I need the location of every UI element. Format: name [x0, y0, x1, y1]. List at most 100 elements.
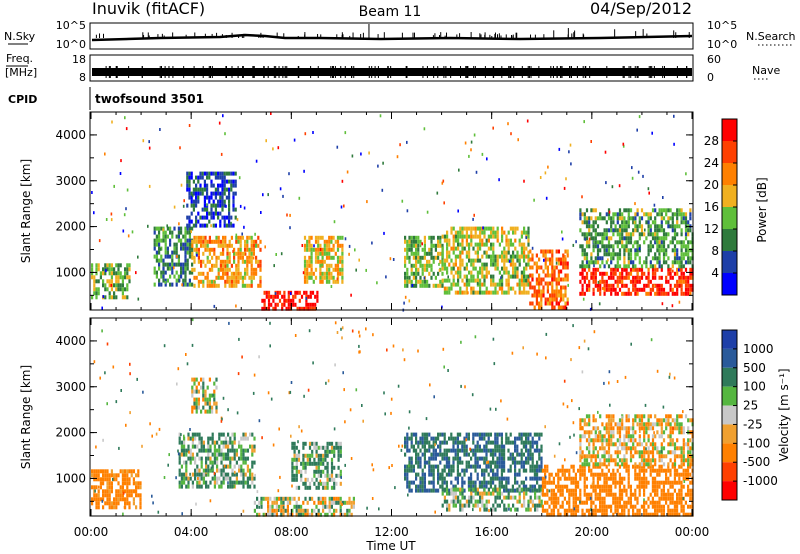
data-cell: [470, 274, 473, 279]
data-cell: [623, 236, 626, 241]
data-cell: [621, 291, 624, 296]
data-cell: [649, 492, 652, 497]
data-cell: [337, 496, 340, 501]
data-cell: [481, 254, 484, 259]
data-cell: [297, 485, 301, 490]
data-cell: [676, 283, 679, 288]
data-cell: [669, 271, 672, 276]
data-cell: [634, 504, 637, 509]
data-cell: [336, 259, 340, 264]
data-cell: [214, 195, 217, 200]
data-cell: [332, 235, 335, 240]
data-cell: [162, 228, 164, 232]
data-cell: [271, 500, 274, 505]
data-cell: [667, 267, 670, 272]
data-cell: [412, 271, 415, 276]
data-cell: [190, 199, 193, 204]
data-cell: [233, 251, 236, 256]
data-cell: [684, 220, 688, 225]
data-cell: [406, 276, 408, 280]
data-cell: [487, 234, 490, 239]
data-cell: [457, 282, 460, 287]
data-cell: [233, 480, 236, 485]
data-cell: [293, 445, 296, 450]
data-cell: [568, 150, 570, 154]
data-cell: [623, 220, 626, 225]
data-cell: [658, 283, 661, 288]
data-cell: [108, 283, 111, 288]
data-cell: [186, 203, 189, 208]
data-cell: [339, 469, 342, 474]
data-cell: [610, 287, 613, 292]
data-cell: [538, 289, 541, 294]
data-cell: [291, 457, 294, 462]
data-cell: [572, 492, 575, 497]
data-cell: [324, 449, 327, 454]
data-cell: [441, 456, 444, 461]
data-cell: [368, 151, 370, 155]
data-cell: [470, 140, 473, 144]
data-cell: [621, 240, 624, 245]
data-cell: [408, 480, 411, 485]
data-cell: [505, 495, 508, 500]
data-cell: [314, 302, 317, 307]
data-cell: [452, 262, 455, 267]
data-cell: [531, 452, 534, 457]
data-cell: [649, 212, 652, 217]
data-cell: [470, 456, 473, 461]
data-cell: [487, 464, 490, 469]
data-cell: [190, 175, 193, 180]
data-cell: [467, 291, 469, 295]
data-cell: [106, 279, 109, 284]
data-cell: [437, 436, 440, 441]
data-cell: [636, 224, 639, 229]
data-cell: [193, 239, 196, 244]
data-cell: [102, 473, 105, 478]
data-cell: [557, 249, 560, 254]
data-cell: [443, 440, 446, 445]
data-cell: [225, 204, 227, 208]
data-cell: [110, 283, 113, 287]
data-cell: [594, 240, 597, 245]
data-cell: [341, 267, 344, 272]
data-cell: [465, 254, 468, 259]
data-cell: [275, 253, 277, 256]
data-cell: [621, 228, 624, 233]
data-cell: [647, 248, 650, 253]
data-cell: [656, 283, 659, 288]
data-cell: [241, 259, 244, 264]
data-cell: [607, 258, 609, 262]
data-cell: [574, 484, 577, 489]
data-cell: [621, 216, 624, 221]
data-cell: [603, 291, 606, 296]
data-cell: [459, 254, 462, 259]
data-cell: [470, 242, 473, 247]
data-cell: [485, 464, 488, 469]
data-cell: [305, 306, 308, 311]
data-cell: [206, 259, 209, 264]
data-cell: [113, 267, 116, 272]
data-cell: [572, 508, 575, 513]
data-cell: [303, 275, 307, 280]
data-cell: [516, 507, 519, 512]
data-cell: [550, 500, 553, 505]
data-cell: [643, 287, 646, 292]
data-cell: [126, 287, 129, 292]
data-cell: [481, 270, 484, 275]
data-cell: [583, 464, 586, 469]
data-cell: [643, 232, 646, 237]
data-cell: [328, 477, 331, 482]
data-cell: [474, 234, 477, 239]
data-cell: [673, 256, 677, 261]
data-cell: [680, 220, 683, 225]
data-cell: [211, 239, 214, 244]
data-cell: [616, 267, 619, 272]
data-cell: [671, 228, 674, 233]
data-cell: [275, 504, 278, 509]
data-cell: [206, 195, 209, 200]
data-cell: [188, 250, 191, 255]
data-cell: [658, 496, 661, 501]
data-cell: [476, 444, 479, 449]
data-cell: [525, 491, 528, 496]
data-cell: [535, 269, 538, 274]
